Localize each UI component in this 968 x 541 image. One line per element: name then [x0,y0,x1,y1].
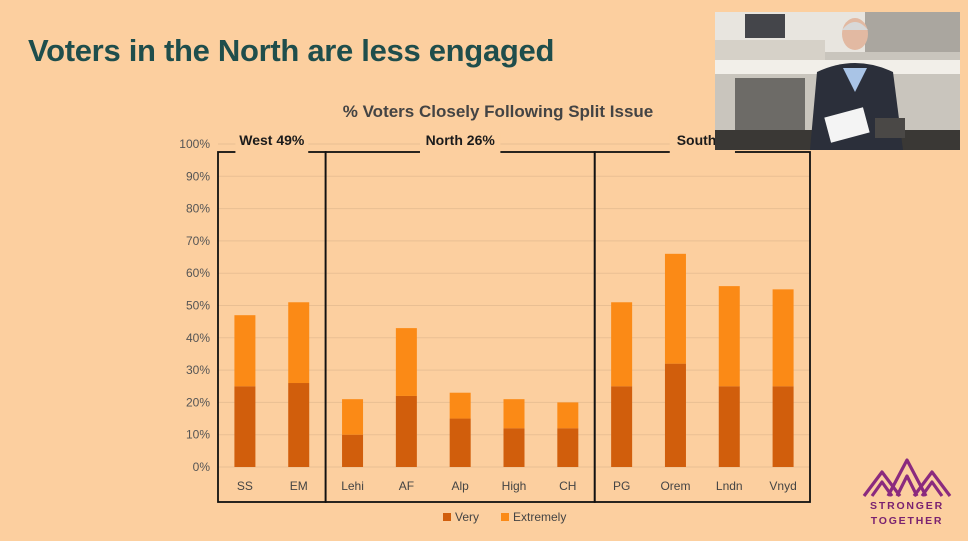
bar-very-ss [234,386,256,467]
bar-very-pg [611,386,633,467]
x-tick-label: Alp [452,479,470,493]
slide-title: Voters in the North are less engaged [28,33,555,68]
logo-text-line2: TOGETHER [870,515,944,527]
logo-text-line1: STRONGER [870,500,944,512]
bar-very-em [288,383,310,467]
y-tick-label: 100% [179,137,210,151]
bars [234,253,794,467]
bar-very-af [395,395,417,467]
x-tick-label: PG [613,479,630,493]
region-label-bg [235,133,309,153]
bar-very-alp [449,418,471,467]
x-tick-label: CH [559,479,576,493]
bar-extremely-lehi [342,399,364,435]
x-axis-ticks: SS EM Lehi AF Alp High CH PG Orem Lndn Vnyd [237,479,797,493]
y-tick-label: 10% [186,428,210,442]
x-tick-label: High [502,479,527,493]
y-tick-label: 90% [186,169,210,183]
bar-extremely-orem [664,253,686,364]
x-tick-label: EM [290,479,308,493]
legend-label: Extremely [513,510,566,524]
legend-swatch [443,513,451,521]
stronger-together-logo: STRONGER TOGETHER [852,452,962,532]
y-tick-label: 70% [186,234,210,248]
y-tick-label: 40% [186,331,210,345]
bar-very-high [503,428,525,467]
y-axis-ticks: 0% 10% 20% 30% 40% 50% 60% 70% 80% 90% 100% [179,137,210,474]
bar-very-lndn [718,386,740,467]
y-tick-label: 50% [186,299,210,313]
legend-swatch [501,513,509,521]
bar-very-vnyd [772,386,794,467]
bar-extremely-em [288,302,310,384]
x-tick-label: AF [399,479,414,493]
region-label: West 49% [239,132,305,148]
legend-label: Very [455,510,479,524]
bar-extremely-af [395,328,417,396]
bar-extremely-lndn [718,286,740,387]
y-tick-label: 80% [186,202,210,216]
x-tick-label: Vnyd [769,479,796,493]
bar-extremely-pg [611,302,633,387]
legend: Very Extremely [443,510,566,524]
mountain-logo-icon [862,458,952,497]
bar-very-orem [664,363,686,467]
y-tick-label: 0% [193,460,211,474]
bar-extremely-ch [557,402,579,429]
chart-title: % Voters Closely Following Split Issue [343,102,653,121]
x-tick-label: Lndn [716,479,743,493]
region-frame [217,151,327,503]
y-tick-label: 20% [186,395,210,409]
y-tick-label: 30% [186,363,210,377]
speaker-video-image [715,12,960,150]
video-inset [715,12,960,150]
bar-extremely-alp [449,392,471,419]
bar-extremely-ss [234,315,256,387]
region-label-bg [419,133,501,153]
x-tick-label: Lehi [341,479,364,493]
bar-extremely-high [503,399,525,429]
y-tick-label: 60% [186,266,210,280]
x-tick-label: Orem [660,479,690,493]
bar-extremely-vnyd [772,289,794,387]
x-tick-label: SS [237,479,253,493]
bar-very-lehi [342,434,364,467]
region-label: North 26% [426,132,496,148]
bar-very-ch [557,428,579,467]
